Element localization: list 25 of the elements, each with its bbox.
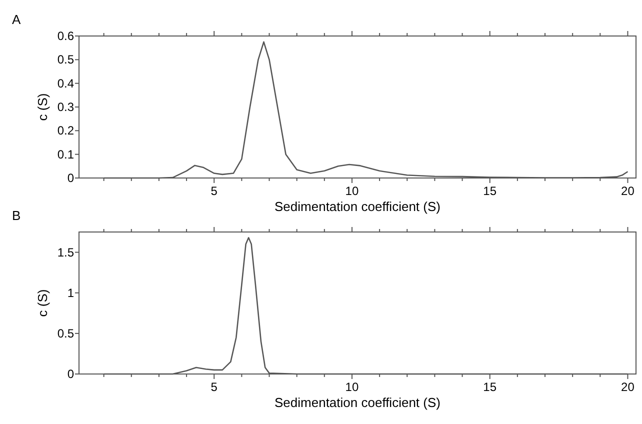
y-tick-label: 0.3: [57, 100, 74, 114]
text: B: [12, 208, 21, 223]
x-axis-title: Sedimentation coefficient (S): [274, 199, 440, 214]
x-tick-label: 5: [210, 380, 218, 394]
x-tick-label: 15: [483, 380, 497, 394]
y-tick-label: 0.6: [57, 29, 74, 43]
text: A: [12, 12, 21, 27]
y-tick-label: 0.4: [57, 76, 74, 90]
x-tick-label: 10: [345, 184, 359, 198]
y-tick-label: 0.1: [57, 147, 74, 162]
x-tick-label: 20: [621, 380, 635, 394]
y-axis-title: c (S): [35, 93, 50, 121]
y-tick-label: 0.2: [57, 124, 74, 138]
y-tick-label: 1.5: [57, 245, 74, 260]
x-tick-label: 20: [621, 184, 635, 198]
y-tick-label: 1: [67, 286, 74, 300]
x-axis-title: Sedimentation coefficient (S): [274, 395, 440, 410]
y-tick-label: 0: [67, 171, 74, 185]
x-tick-label: 5: [210, 184, 218, 198]
x-tick-label: 15: [483, 184, 497, 198]
y-axis-title: c (S): [35, 289, 50, 317]
y-tick-label: 0.5: [57, 52, 74, 67]
x-tick-label: 10: [345, 380, 359, 394]
y-tick-label: 0: [67, 367, 74, 381]
y-tick-label: 0.5: [57, 326, 74, 340]
